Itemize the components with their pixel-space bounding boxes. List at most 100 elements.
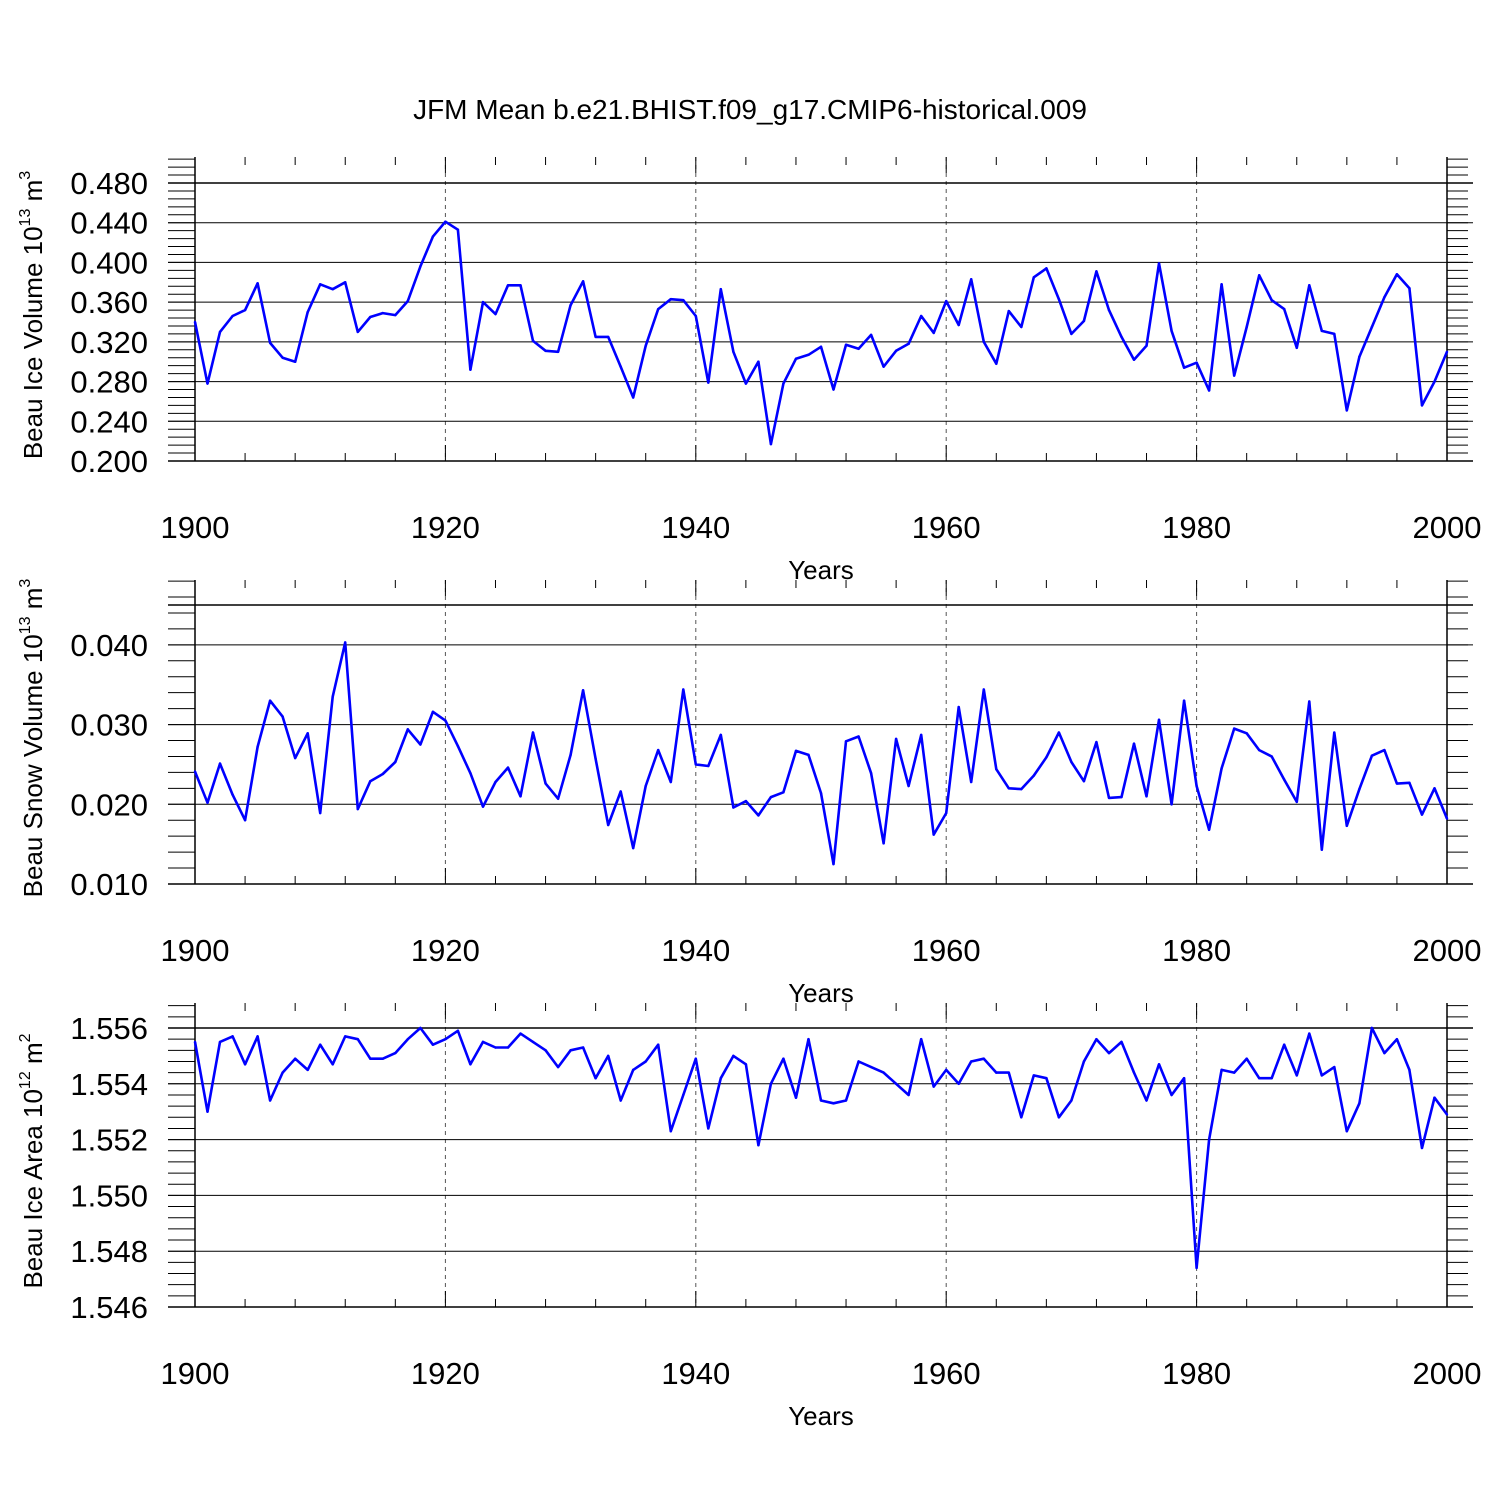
data-point bbox=[719, 733, 723, 737]
data-point bbox=[1270, 755, 1273, 758]
data-point bbox=[757, 1143, 760, 1147]
data-point bbox=[707, 381, 710, 384]
data-point bbox=[1195, 784, 1198, 788]
data-point bbox=[682, 1093, 685, 1097]
data-point bbox=[869, 333, 873, 337]
x-tick-label: 1960 bbox=[912, 1356, 981, 1391]
data-point bbox=[1195, 1266, 1198, 1270]
data-point bbox=[1295, 1074, 1298, 1077]
data-point bbox=[1007, 1071, 1010, 1074]
data-point bbox=[669, 780, 672, 784]
data-point bbox=[406, 1037, 410, 1041]
data-point bbox=[1207, 1138, 1211, 1141]
data-point bbox=[1420, 813, 1424, 816]
data-point bbox=[894, 737, 898, 741]
data-point bbox=[807, 753, 810, 757]
figure-title: JFM Mean b.e21.BHIST.f09_g17.CMIP6-histo… bbox=[413, 94, 1087, 125]
data-point bbox=[619, 790, 622, 793]
data-point bbox=[469, 368, 472, 371]
x-axis-label: Years bbox=[788, 555, 854, 585]
data-point bbox=[231, 1035, 234, 1038]
data-point bbox=[1207, 389, 1211, 392]
data-point bbox=[506, 766, 510, 769]
data-point bbox=[1408, 1068, 1411, 1072]
data-point bbox=[444, 220, 447, 223]
x-tick-label: 1900 bbox=[161, 510, 230, 545]
data-point bbox=[456, 1029, 460, 1032]
data-point bbox=[231, 793, 234, 796]
data-point bbox=[719, 1077, 723, 1080]
data-point bbox=[394, 1051, 397, 1055]
data-point bbox=[481, 1040, 485, 1044]
data-point bbox=[1057, 297, 1061, 301]
data-point bbox=[1070, 332, 1073, 336]
y-tick-label: 0.440 bbox=[70, 206, 148, 241]
data-point bbox=[444, 1037, 447, 1041]
y-tick-label: 1.554 bbox=[70, 1067, 148, 1102]
data-point bbox=[506, 1046, 510, 1049]
chart-panel-1: 0.200 0.240 0.280 0.320 0.360 0.400 0.440 0.480… bbox=[17, 157, 1481, 585]
data-point bbox=[907, 342, 910, 346]
data-point bbox=[1383, 748, 1386, 752]
data-point bbox=[982, 1057, 985, 1060]
data-point bbox=[857, 735, 860, 738]
data-point bbox=[1120, 1040, 1123, 1044]
data-point bbox=[1120, 795, 1123, 799]
data-point bbox=[907, 784, 910, 788]
data-point bbox=[919, 733, 923, 737]
data-point bbox=[1082, 1060, 1086, 1063]
data-point bbox=[769, 1082, 773, 1086]
data-point bbox=[1020, 325, 1023, 329]
data-point bbox=[1295, 346, 1298, 350]
data-point bbox=[1408, 287, 1411, 290]
data-point bbox=[544, 782, 547, 785]
data-point bbox=[794, 357, 798, 360]
data-point bbox=[669, 297, 672, 301]
data-point bbox=[632, 396, 635, 399]
data-point bbox=[1095, 1037, 1098, 1041]
y-tick-label: 0.040 bbox=[70, 628, 148, 663]
data-point bbox=[331, 695, 334, 698]
data-point bbox=[1107, 308, 1111, 312]
data-point bbox=[1245, 325, 1248, 329]
data-point bbox=[882, 1071, 885, 1074]
data-point bbox=[569, 753, 572, 757]
data-point bbox=[1245, 732, 1248, 735]
data-point bbox=[1157, 1063, 1161, 1066]
data-point bbox=[319, 811, 322, 815]
data-point bbox=[1433, 787, 1436, 790]
data-point bbox=[1007, 309, 1010, 313]
data-point bbox=[193, 1040, 197, 1044]
data-point bbox=[394, 313, 397, 317]
y-label-unit: m bbox=[18, 1042, 48, 1071]
data-point bbox=[1057, 731, 1061, 734]
x-tick-label: 1940 bbox=[661, 1356, 730, 1391]
data-point bbox=[757, 360, 760, 363]
x-tick-label: 2000 bbox=[1413, 510, 1482, 545]
data-point bbox=[356, 1037, 359, 1041]
data-point bbox=[694, 763, 697, 766]
data-point bbox=[894, 349, 898, 352]
data-point bbox=[243, 308, 247, 312]
data-point bbox=[306, 732, 309, 735]
data-point bbox=[281, 1071, 284, 1074]
chart-panel-2: 0.010 0.020 0.030 0.040 1900 1920 1940 1960 1980… bbox=[17, 579, 1481, 1008]
data-point bbox=[919, 314, 923, 318]
data-point bbox=[381, 1057, 384, 1060]
data-point bbox=[1370, 754, 1374, 757]
data-point bbox=[1395, 1037, 1399, 1041]
y-tick-label: 0.030 bbox=[70, 708, 148, 743]
data-point bbox=[331, 1063, 334, 1066]
data-point bbox=[619, 365, 622, 368]
data-point bbox=[456, 744, 460, 748]
data-point bbox=[1445, 1113, 1449, 1116]
series-line bbox=[193, 220, 1449, 446]
data-point bbox=[1195, 361, 1198, 364]
data-point bbox=[1070, 760, 1073, 764]
data-point bbox=[644, 784, 647, 788]
data-point bbox=[1445, 817, 1449, 820]
data-point bbox=[982, 688, 985, 691]
data-point bbox=[982, 340, 985, 344]
data-point bbox=[369, 1057, 372, 1060]
